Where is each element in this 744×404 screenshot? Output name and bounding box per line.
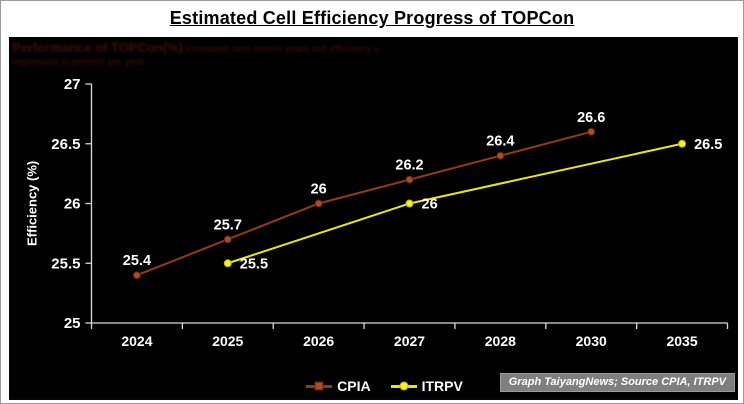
legend-label-cpia: CPIA	[337, 378, 371, 394]
svg-text:25.7: 25.7	[214, 217, 242, 233]
svg-text:2030: 2030	[576, 333, 607, 349]
svg-text:2026: 2026	[303, 333, 334, 349]
svg-text:26: 26	[64, 196, 81, 213]
ghost-line-2: expressed in percent per year	[12, 57, 145, 69]
svg-text:26: 26	[311, 182, 327, 198]
panel-bottom-edge	[9, 398, 738, 400]
plot-area: Performance of TOPCon(%) increased over …	[9, 37, 738, 400]
legend-item-cpia: CPIA	[306, 378, 371, 394]
svg-text:25.5: 25.5	[51, 255, 80, 272]
svg-text:2028: 2028	[485, 333, 516, 349]
svg-text:26.5: 26.5	[51, 136, 80, 153]
chart-canvas: 27 26.5 26 25.5 25 2024 2025 2026 2027 2028 2030 20…	[51, 76, 729, 349]
cpia-legend-marker-icon	[306, 381, 333, 391]
svg-text:25.4: 25.4	[123, 253, 151, 269]
svg-text:26.6: 26.6	[577, 110, 605, 126]
svg-text:26.4: 26.4	[486, 134, 514, 150]
svg-text:25.5: 25.5	[240, 256, 268, 272]
svg-text:2025: 2025	[212, 333, 243, 349]
legend-item-itrpv: ITRPV	[390, 378, 463, 394]
ghost-line-1: Performance of TOPCon(%) increased over …	[12, 40, 379, 55]
source-credit-badge: Graph TaiyangNews; Source CPIA, ITRPV	[499, 373, 735, 392]
itrpv-legend-marker-icon	[390, 381, 417, 391]
svg-text:2024: 2024	[121, 333, 152, 349]
y-axis-title: Efficiency (%)	[24, 160, 40, 246]
chart-title: Estimated Cell Efficiency Progress of TO…	[169, 8, 575, 28]
svg-text:25: 25	[64, 315, 81, 332]
svg-text:26.2: 26.2	[395, 158, 423, 174]
svg-text:26.5: 26.5	[694, 137, 722, 153]
svg-text:26: 26	[422, 197, 438, 213]
ghost-artifact-text: Performance of TOPCon(%) increased over …	[12, 39, 532, 69]
legend-label-itrpv: ITRPV	[421, 378, 463, 394]
legend: CPIA ITRPV	[9, 378, 738, 394]
svg-text:2027: 2027	[394, 333, 425, 349]
svg-text:2035: 2035	[666, 333, 697, 349]
svg-text:27: 27	[64, 76, 81, 93]
